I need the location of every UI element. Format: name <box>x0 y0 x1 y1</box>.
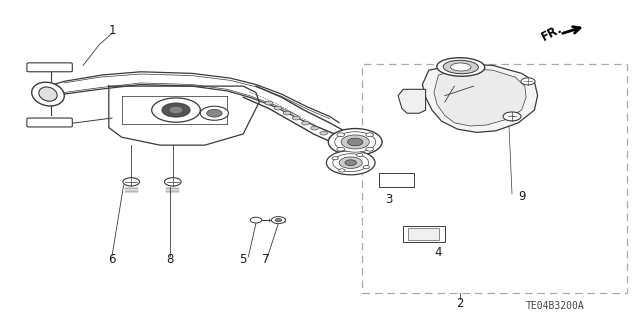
Circle shape <box>335 132 376 152</box>
Ellipse shape <box>444 60 478 74</box>
Circle shape <box>292 116 300 120</box>
Bar <box>362 64 627 293</box>
Circle shape <box>339 169 345 172</box>
Circle shape <box>275 219 282 222</box>
Circle shape <box>200 106 228 120</box>
Circle shape <box>521 78 535 85</box>
Circle shape <box>328 129 382 155</box>
Circle shape <box>326 151 375 175</box>
Circle shape <box>265 101 273 105</box>
Text: 2: 2 <box>456 297 463 309</box>
Circle shape <box>345 160 356 166</box>
Circle shape <box>152 98 200 122</box>
Circle shape <box>337 133 344 137</box>
Circle shape <box>164 178 181 186</box>
Polygon shape <box>434 69 526 126</box>
Bar <box>379 173 414 187</box>
Circle shape <box>250 217 262 223</box>
Bar <box>403 226 445 242</box>
Circle shape <box>339 157 362 168</box>
Circle shape <box>207 109 222 117</box>
Ellipse shape <box>451 63 471 71</box>
Circle shape <box>366 147 374 151</box>
Circle shape <box>271 217 285 224</box>
Circle shape <box>320 131 328 135</box>
Circle shape <box>301 121 309 125</box>
Circle shape <box>284 111 291 115</box>
Circle shape <box>363 166 369 169</box>
Circle shape <box>123 178 140 186</box>
Circle shape <box>310 126 318 130</box>
Circle shape <box>503 112 521 121</box>
Text: 5: 5 <box>239 254 247 266</box>
FancyBboxPatch shape <box>27 63 72 72</box>
Circle shape <box>332 157 339 160</box>
Ellipse shape <box>437 58 484 76</box>
Circle shape <box>274 106 282 110</box>
Bar <box>408 228 439 240</box>
Text: 1: 1 <box>108 24 116 37</box>
Text: TE04B3200A: TE04B3200A <box>526 300 585 311</box>
Circle shape <box>366 133 374 137</box>
Text: FR.: FR. <box>539 22 564 44</box>
Ellipse shape <box>39 87 57 101</box>
Text: 6: 6 <box>108 254 116 266</box>
Ellipse shape <box>32 82 64 106</box>
Text: 8: 8 <box>166 254 173 266</box>
Circle shape <box>333 154 369 172</box>
Text: 3: 3 <box>385 193 393 206</box>
Circle shape <box>356 153 363 157</box>
Text: 7: 7 <box>262 254 269 266</box>
Circle shape <box>162 103 190 117</box>
Circle shape <box>348 138 363 146</box>
Circle shape <box>337 147 344 151</box>
Circle shape <box>329 136 337 140</box>
FancyBboxPatch shape <box>27 118 72 127</box>
Circle shape <box>341 135 369 149</box>
Polygon shape <box>422 64 538 132</box>
Circle shape <box>170 107 182 113</box>
Text: 9: 9 <box>518 190 525 203</box>
Text: 4: 4 <box>435 246 442 258</box>
Polygon shape <box>398 89 426 113</box>
